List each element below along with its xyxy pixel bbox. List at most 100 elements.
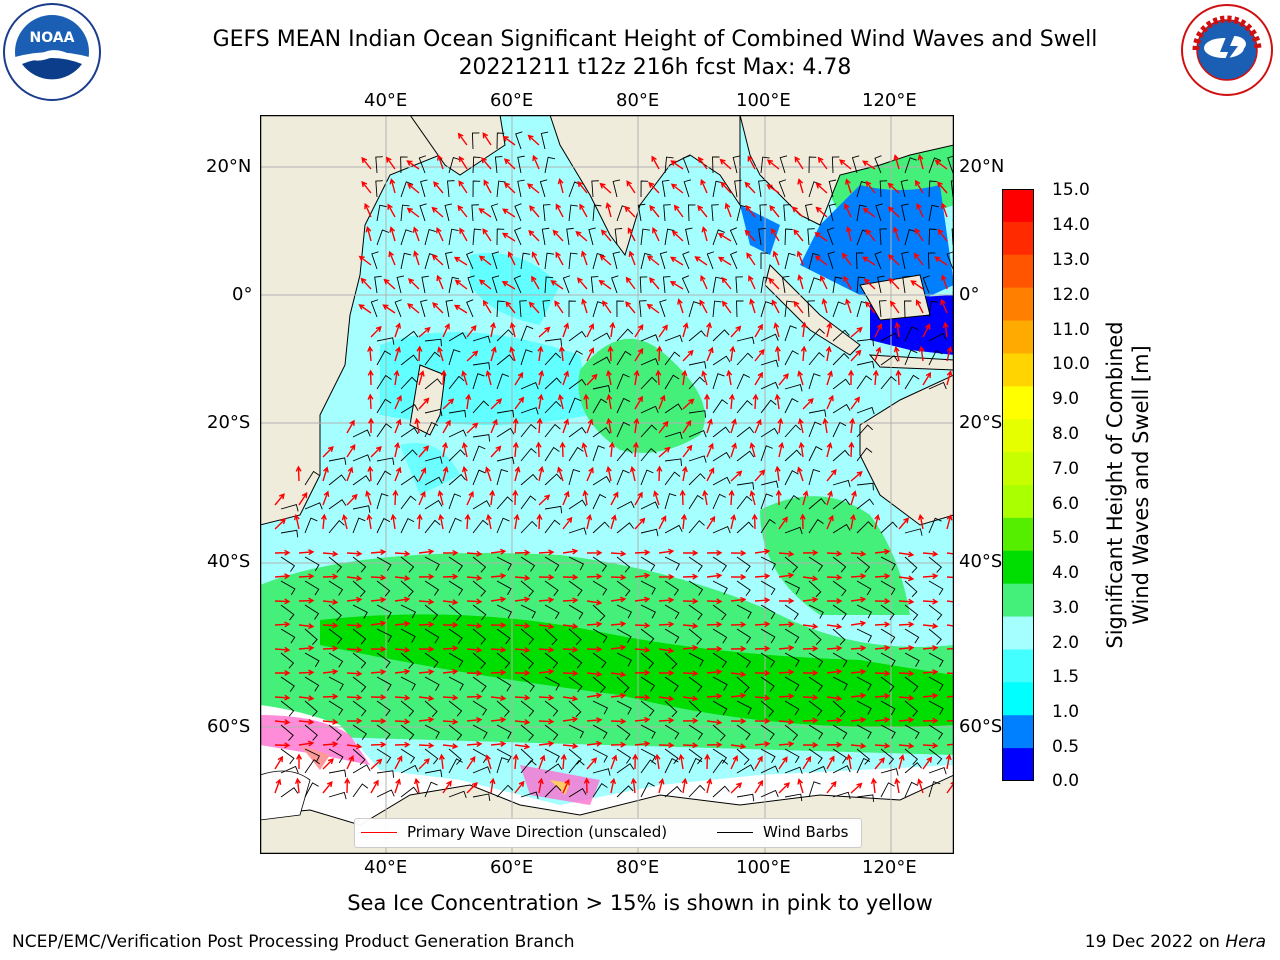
wind-barb <box>544 748 560 763</box>
wind-barb <box>808 724 824 740</box>
wave-direction-arrow <box>865 301 876 314</box>
wave-direction-arrow <box>721 276 732 290</box>
wind-barb <box>784 556 799 573</box>
wind-barb <box>736 764 755 774</box>
wind-barb <box>880 355 899 366</box>
wind-barb <box>662 276 671 294</box>
wind-barb <box>400 676 416 691</box>
wave-direction-arrow <box>874 621 891 628</box>
wind-barb <box>827 251 835 270</box>
footer-date: 19 Dec 2022 on Hera <box>1085 932 1266 952</box>
colorbar-tick: 10.0 <box>1052 354 1090 374</box>
wind-barb <box>808 351 825 366</box>
wind-barb <box>496 700 510 717</box>
wave-direction-arrow <box>826 717 843 724</box>
wind-barb <box>880 700 896 716</box>
wind-barb <box>688 520 705 534</box>
wind-barb <box>640 252 652 270</box>
wave-direction-arrow <box>478 208 492 218</box>
wind-barb <box>808 156 817 174</box>
wind-barb <box>376 204 387 222</box>
wave-direction-arrow <box>490 669 507 676</box>
wave-direction-arrow <box>940 298 948 314</box>
wind-barb <box>304 580 320 596</box>
wave-direction-arrow <box>586 599 603 606</box>
wave-direction-arrow <box>322 573 339 580</box>
wind-barb <box>352 764 371 774</box>
wave-direction-arrow <box>606 417 613 434</box>
wind-barb <box>880 628 896 644</box>
wave-direction-arrow <box>370 694 387 701</box>
wind-barb <box>592 332 611 342</box>
wind-barb <box>304 502 323 510</box>
wave-direction-arrow <box>442 668 459 675</box>
wind-barb <box>856 556 871 573</box>
wind-barb <box>448 473 466 486</box>
wave-direction-arrow <box>656 465 663 482</box>
wave-direction-arrow <box>724 202 732 218</box>
wave-direction-arrow <box>538 465 545 482</box>
wave-direction-arrow <box>634 572 651 579</box>
wave-direction-arrow <box>730 755 738 770</box>
wave-direction-arrow <box>862 207 876 218</box>
wave-direction-arrow <box>532 154 540 170</box>
wind-barb <box>304 748 321 763</box>
wave-direction-arrow <box>586 573 603 580</box>
wave-direction-arrow <box>513 513 520 530</box>
wind-barb <box>496 496 513 510</box>
wind-barb <box>736 580 751 597</box>
wave-direction-arrow <box>274 549 291 556</box>
wind-barb <box>445 251 453 270</box>
wave-direction-arrow <box>682 398 695 410</box>
wave-direction-arrow <box>942 321 949 338</box>
wind-barb <box>304 604 320 620</box>
wind-barb <box>616 350 632 366</box>
wave-direction-arrow <box>922 717 939 724</box>
wind-barb <box>760 427 779 438</box>
wind-barb <box>927 252 936 270</box>
wave-direction-arrow <box>630 777 637 794</box>
wind-barb <box>472 156 481 174</box>
wind-barb <box>592 204 602 222</box>
wave-direction-arrow <box>454 279 468 290</box>
wave-direction-arrow <box>298 695 315 702</box>
wind-barb <box>784 384 803 392</box>
wave-direction-arrow <box>512 753 519 770</box>
wave-direction-arrow <box>490 346 497 362</box>
wind-barb <box>472 676 487 693</box>
colorbar-tick: 9.0 <box>1052 389 1080 409</box>
wave-direction-arrow <box>706 621 723 628</box>
wave-direction-arrow <box>509 321 516 338</box>
wave-direction-arrow <box>360 277 372 290</box>
wave-direction-arrow <box>610 741 627 748</box>
wave-direction-arrow <box>658 446 671 458</box>
wind-barb <box>688 473 706 486</box>
wave-direction-arrow <box>632 753 639 770</box>
wind-barb <box>352 454 371 462</box>
wind-barb <box>472 628 487 645</box>
wind-barb <box>568 787 587 798</box>
wind-barb <box>544 628 558 646</box>
wave-direction-arrow <box>466 598 483 605</box>
wave-direction-arrow <box>610 574 627 581</box>
wind-barb <box>760 276 771 294</box>
wave-direction-arrow <box>865 228 876 242</box>
wave-direction-arrow <box>512 489 519 506</box>
wave-direction-arrow <box>658 717 675 724</box>
wind-barb <box>856 406 875 415</box>
wave-direction-arrow <box>562 490 570 506</box>
wind-barb <box>832 556 847 573</box>
wave-direction-arrow <box>729 345 736 362</box>
colorbar-tick: 7.0 <box>1052 459 1080 479</box>
wave-direction-arrow <box>394 466 402 482</box>
wind-barb <box>928 700 944 715</box>
wave-direction-arrow <box>706 741 723 748</box>
wind-barb <box>832 329 850 342</box>
wind-barb <box>448 517 462 534</box>
wave-direction-arrow <box>648 181 660 194</box>
wave-direction-arrow <box>917 778 924 794</box>
wave-direction-arrow <box>296 753 303 770</box>
wind-barb <box>616 397 631 414</box>
colorbar-segment <box>1002 189 1034 223</box>
wind-barb <box>778 179 787 198</box>
